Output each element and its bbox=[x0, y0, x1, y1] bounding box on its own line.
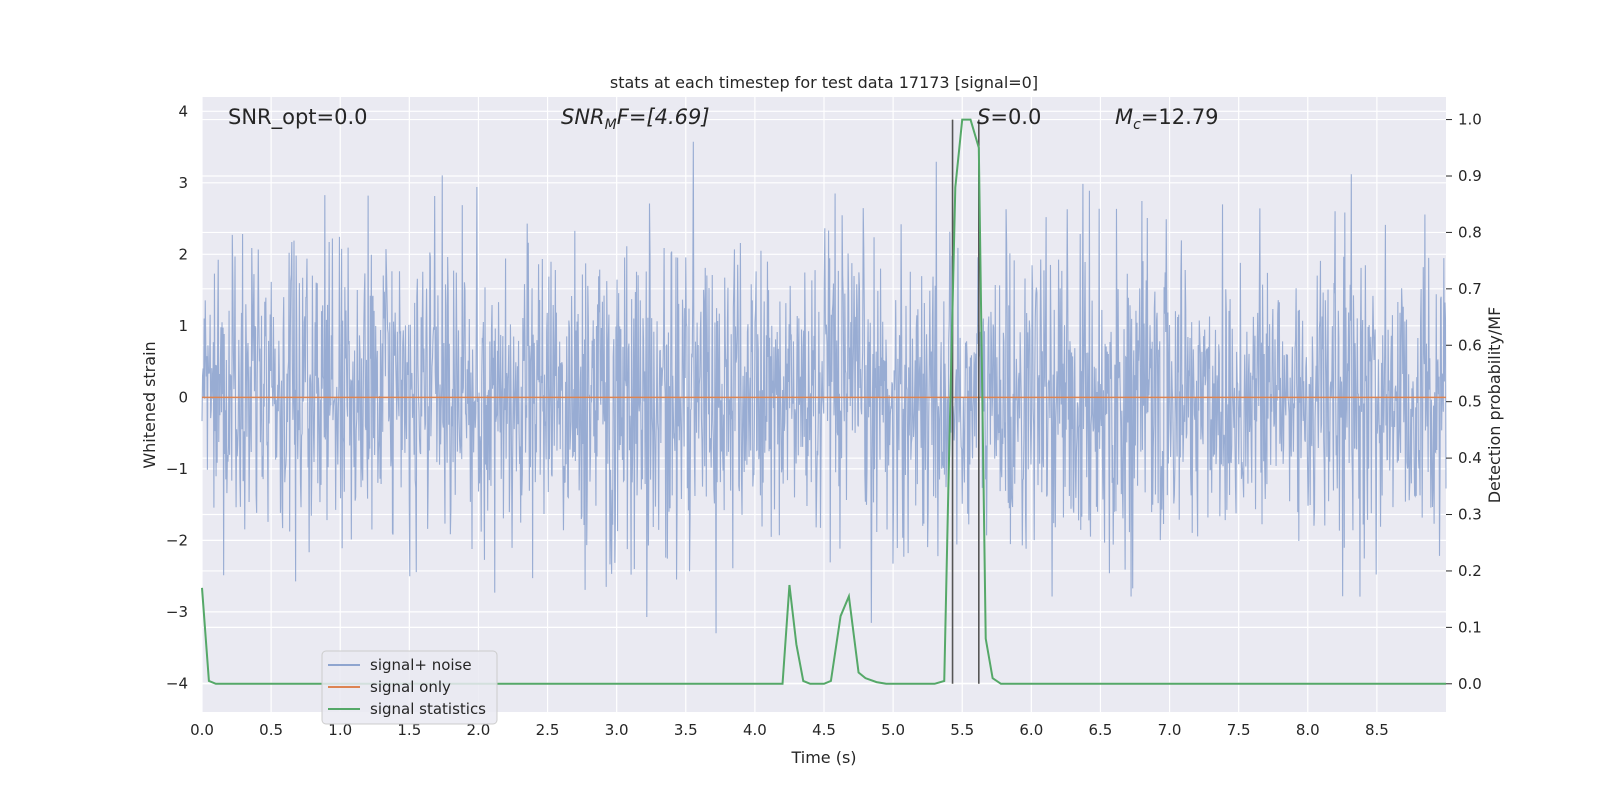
legend-label-signal-plus-noise: signal+ noise bbox=[370, 656, 472, 674]
annotation-mc-sub: c bbox=[1133, 117, 1141, 133]
y-tick-label-right: 0.5 bbox=[1458, 393, 1482, 411]
legend-box bbox=[321, 650, 498, 725]
x-axis-label: Time (s) bbox=[790, 748, 856, 767]
annotation-s: S=0.0 bbox=[977, 105, 1041, 129]
annotation-snr-mf: SNRMF=[4.69] bbox=[561, 105, 710, 133]
x-tick-label: 0.5 bbox=[259, 721, 283, 739]
x-tick-label: 1.0 bbox=[328, 721, 352, 739]
y-tick-label-right: 0.3 bbox=[1458, 506, 1482, 524]
y-tick-label-left: 2 bbox=[178, 245, 188, 263]
axis-ticks: 0.0 0.5 1.0 1.5 2.0 2.5 3.0 3.5 4.0 4.5 5.0 5.5 6.0 6… bbox=[166, 102, 1482, 739]
x-tick-label: 4.0 bbox=[743, 721, 767, 739]
annotation-snr-mf-tail: F=[4.69] bbox=[617, 105, 710, 129]
annotation-snr-mf-main: SNR bbox=[561, 105, 605, 129]
annotation-mc-main: M bbox=[1115, 105, 1133, 129]
data-layer bbox=[201, 118, 1447, 685]
y-tick-label-left: −1 bbox=[166, 460, 188, 478]
series-line-signal-statistics bbox=[201, 118, 1446, 685]
x-tick-label: 8.5 bbox=[1365, 721, 1389, 739]
y-tick-label-left: −2 bbox=[166, 531, 188, 549]
x-tick-label: 1.5 bbox=[397, 721, 421, 739]
x-tick-label: 3.5 bbox=[674, 721, 698, 739]
y-tick-label-left: 1 bbox=[178, 317, 188, 335]
x-tick-label: 4.5 bbox=[812, 721, 836, 739]
y-tick-label-right: 0.2 bbox=[1458, 562, 1482, 580]
x-tick-label: 8.0 bbox=[1296, 721, 1320, 739]
x-tick-label: 6.0 bbox=[1019, 721, 1043, 739]
chart-title: stats at each timestep for test data 171… bbox=[610, 73, 1038, 92]
legend-label-signal-statistics: signal statistics bbox=[370, 700, 486, 718]
annotation-mc-tail: =12.79 bbox=[1141, 105, 1219, 129]
y-tick-label-right: 0.0 bbox=[1458, 675, 1482, 693]
annotation-mc: Mc=12.79 bbox=[1115, 105, 1219, 133]
y-tick-label-left: 0 bbox=[178, 388, 188, 406]
x-tick-label: 7.0 bbox=[1158, 721, 1182, 739]
x-tick-label: 2.0 bbox=[467, 721, 491, 739]
x-tick-label: 5.0 bbox=[881, 721, 905, 739]
y-tick-label-left: 3 bbox=[178, 174, 188, 192]
y-tick-label-right: 0.9 bbox=[1458, 167, 1482, 185]
legend-label-signal-only: signal only bbox=[370, 678, 451, 696]
y-tick-label-left: 4 bbox=[178, 102, 188, 120]
series-line-signal-plus-noise bbox=[201, 141, 1447, 634]
y-tick-label-right: 0.4 bbox=[1458, 449, 1482, 467]
y-tick-label-right: 0.1 bbox=[1458, 618, 1482, 636]
y-tick-label-left: −4 bbox=[166, 674, 188, 692]
annotation-snr-mf-sub: M bbox=[605, 117, 617, 133]
y-tick-label-right: 0.7 bbox=[1458, 280, 1482, 298]
y-axis-label-left: Whitened strain bbox=[140, 341, 159, 468]
y-tick-label-left: −3 bbox=[166, 603, 188, 621]
x-tick-label: 0.0 bbox=[190, 721, 214, 739]
y-tick-label-right: 0.6 bbox=[1458, 336, 1482, 354]
x-tick-label: 6.5 bbox=[1089, 721, 1113, 739]
x-tick-label: 7.5 bbox=[1227, 721, 1251, 739]
legend: signal+ noise signal only signal statist… bbox=[321, 650, 498, 725]
y-axis-label-right: Detection probability/MF bbox=[1485, 307, 1504, 504]
x-tick-label: 2.5 bbox=[536, 721, 560, 739]
y-tick-label-right: 0.8 bbox=[1458, 223, 1482, 241]
annotation-s-tail: =0.0 bbox=[990, 105, 1041, 129]
x-tick-label: 3.0 bbox=[605, 721, 629, 739]
signal-plus-noise-series bbox=[201, 141, 1447, 634]
annotation-snr-opt: SNR_opt=0.0 bbox=[228, 105, 368, 130]
x-tick-label: 5.5 bbox=[950, 721, 974, 739]
y-tick-label-right: 1.0 bbox=[1458, 111, 1482, 129]
annotation-s-main: S bbox=[977, 105, 990, 129]
